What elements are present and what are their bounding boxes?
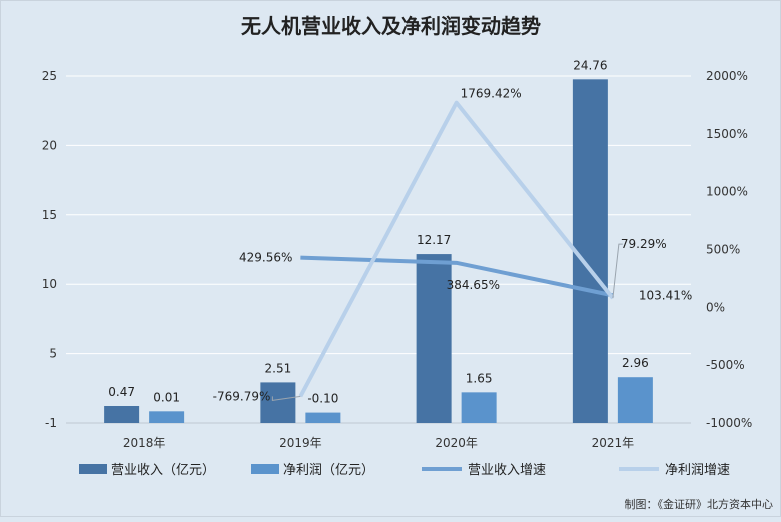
bar-revenue <box>104 405 140 423</box>
bar-data-label: 1.65 <box>466 371 493 385</box>
x-category-label: 2020年 <box>435 436 478 450</box>
line-profit-growth <box>298 100 615 398</box>
y-right-tick-label: -1000% <box>706 416 752 430</box>
x-category-label: 2019年 <box>279 436 322 450</box>
right-axis: 2000% 1500% 1000% 500% 0% -500% -1000% <box>706 69 752 430</box>
line-data-label: 429.56% <box>239 251 292 265</box>
bar-revenue <box>260 382 296 423</box>
legend-swatch <box>251 464 279 474</box>
bar-data-label: 24.76 <box>573 58 607 72</box>
y-right-tick-label: 500% <box>706 243 740 257</box>
legend-label: 净利润（亿元） <box>283 463 374 478</box>
legend-label: 净利润增速 <box>665 463 730 478</box>
data-labels: 0.47 2.51 12.17 24.76 0.01 -0.10 1.65 2.96 429.5… <box>108 58 692 405</box>
category-labels: 2018年 2019年 2020年 2021年 <box>123 436 634 450</box>
leader-line <box>271 395 301 401</box>
line-data-label: 103.41% <box>639 288 692 302</box>
chart-credit: 制图：《金证研》北方资本中心 <box>625 497 774 511</box>
y-right-tick-label: 0% <box>706 300 725 314</box>
line-data-label: 79.29% <box>621 237 667 251</box>
y-right-tick-label: 2000% <box>706 69 748 83</box>
chart-title: 无人机营业收入及净利润变动趋势 <box>241 14 541 38</box>
leader-line <box>612 243 623 299</box>
line-data-label: 384.65% <box>447 278 500 292</box>
y-right-tick-label: 1000% <box>706 185 748 199</box>
y-left-tick-label: 25 <box>42 69 57 83</box>
bar-data-label: 0.01 <box>153 390 180 404</box>
bar-profit <box>305 412 341 423</box>
bar-profit <box>461 392 497 423</box>
line-revenue-growth <box>300 255 614 298</box>
x-category-label: 2018年 <box>123 436 166 450</box>
bar-data-label: 2.51 <box>265 361 292 375</box>
y-left-tick-label: 5 <box>49 347 57 361</box>
bar-data-label: 0.47 <box>108 385 135 399</box>
legend-label: 营业收入（亿元） <box>111 463 215 478</box>
y-left-tick-label: -1 <box>45 416 57 430</box>
bar-data-label: 2.96 <box>622 356 649 370</box>
bar-revenue <box>572 79 608 423</box>
legend: 营业收入（亿元） 净利润（亿元） 营业收入增速 净利润增速 <box>79 463 730 478</box>
y-right-tick-label: -500% <box>706 358 745 372</box>
y-right-tick-label: 1500% <box>706 127 748 141</box>
bar-revenue <box>416 254 452 423</box>
bar-data-label: -0.10 <box>307 392 338 406</box>
legend-label: 营业收入增速 <box>468 463 546 478</box>
left-axis: 25 20 15 10 5 -1 <box>42 69 57 430</box>
y-left-tick-label: 10 <box>42 277 57 291</box>
line-data-label: 1769.42% <box>461 87 522 101</box>
bar-data-label: 12.17 <box>417 233 451 247</box>
x-category-label: 2021年 <box>592 436 635 450</box>
bars <box>104 79 653 423</box>
lines <box>298 100 615 398</box>
bar-profit <box>617 377 653 423</box>
legend-swatch <box>79 464 107 474</box>
bar-profit <box>149 411 185 423</box>
y-left-tick-label: 15 <box>42 208 57 222</box>
line-data-label: -769.79% <box>213 389 271 403</box>
y-left-tick-label: 20 <box>42 138 57 152</box>
